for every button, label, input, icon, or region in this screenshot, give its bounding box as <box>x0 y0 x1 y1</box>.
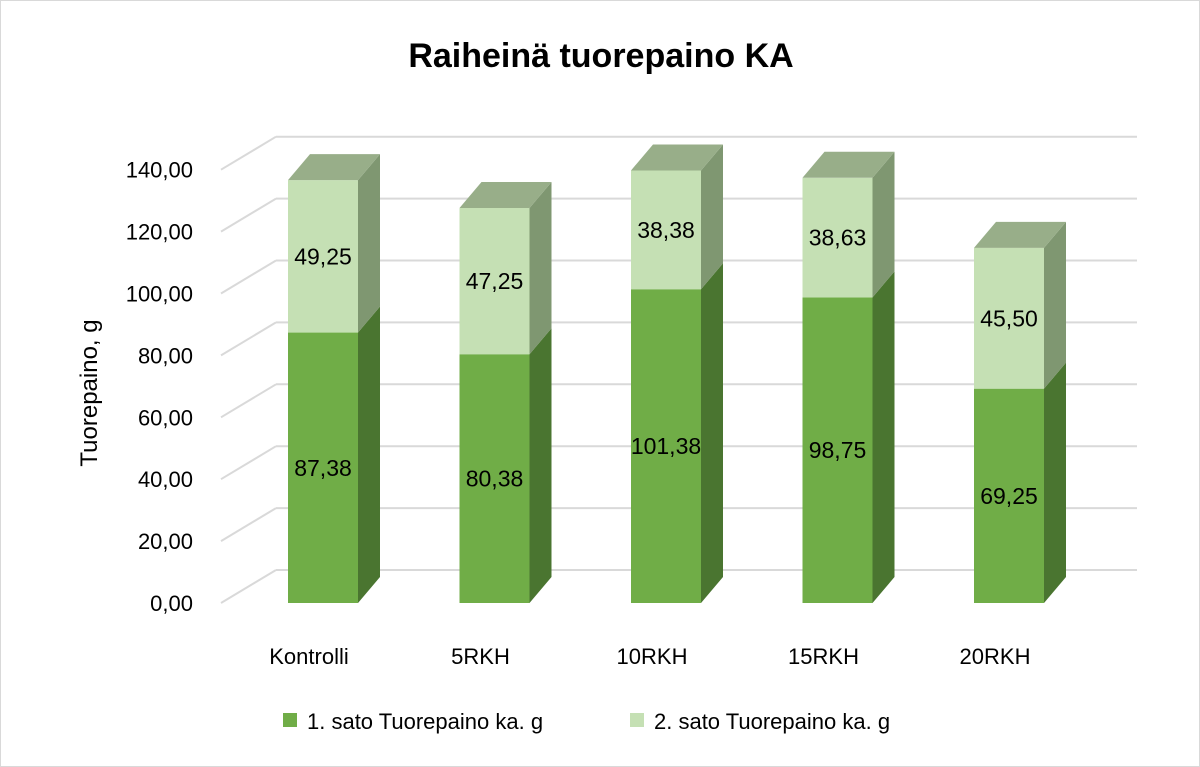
bar-segment: 49,25 <box>288 154 380 333</box>
data-label: 38,38 <box>637 217 695 243</box>
bar-side <box>529 328 552 603</box>
bar-front <box>288 332 358 603</box>
legend-swatch <box>283 713 297 727</box>
x-axis-ticks: Kontrolli 5RKH 10RKH 15RKH 20RKH <box>269 644 1030 669</box>
bar-segment: 69,25 <box>974 362 1066 603</box>
bar-side <box>872 151 895 298</box>
legend-entry: 2. sato Tuorepaino ka. g <box>630 709 890 734</box>
bar-side <box>701 263 723 603</box>
x-tick-label: Kontrolli <box>269 644 348 669</box>
y-tick-label: 20,00 <box>138 529 193 554</box>
legend-label: 1. sato Tuorepaino ka. g <box>307 709 543 734</box>
bar-top <box>974 221 1066 248</box>
bar-front <box>288 180 358 333</box>
bar-top <box>631 144 723 171</box>
data-label: 87,38 <box>294 455 352 481</box>
y-axis-ticks: 0,00 20,00 40,00 60,00 80,00 100,00 120,00 140,… <box>126 158 193 616</box>
bar-front <box>631 289 701 603</box>
legend: 1. sato Tuorepaino ka. g 2. sato Tuorepai… <box>283 709 890 734</box>
bar-front <box>459 207 530 355</box>
bar-segment: 38,38 <box>631 144 723 290</box>
bar-front <box>974 247 1044 389</box>
gridline-side <box>220 197 277 233</box>
bar-side <box>358 154 380 333</box>
x-tick-label: 10RKH <box>617 644 688 669</box>
y-tick-label: 140,00 <box>126 158 193 183</box>
y-tick-label: 40,00 <box>138 467 193 492</box>
gridline-side <box>220 383 277 419</box>
bar-segment: 80,38 <box>459 328 552 603</box>
y-tick-label: 80,00 <box>138 343 193 368</box>
gridline-side <box>220 507 277 542</box>
bar-side <box>529 181 552 355</box>
gridline-side <box>220 135 277 171</box>
bar-segment: 87,38 <box>288 306 380 603</box>
x-tick-label: 15RKH <box>788 644 859 669</box>
legend-swatch <box>630 713 644 727</box>
bar-top <box>802 151 895 178</box>
chart-title: Raiheinä tuorepaino KA <box>408 37 793 75</box>
data-label: 47,25 <box>466 268 524 294</box>
bar-side <box>358 306 380 603</box>
x-tick-label: 5RKH <box>451 644 510 669</box>
bar-top <box>459 181 552 208</box>
data-label: 69,25 <box>980 483 1038 509</box>
gridline-side <box>220 569 277 604</box>
bar-segment: 45,50 <box>974 221 1066 389</box>
bar-segment: 47,25 <box>459 181 552 355</box>
bar-segment: 38,63 <box>802 151 895 298</box>
bars: 87,38 49,25 80,38 47,25 101,38 38,38 98,75 38,6… <box>288 144 1066 603</box>
data-label: 98,75 <box>809 437 867 463</box>
bar-front <box>802 177 873 298</box>
gridline-side <box>220 445 277 481</box>
bar-side <box>1044 362 1066 603</box>
bar-front <box>459 354 530 603</box>
y-axis-label: Tuorepaino, g <box>76 319 103 466</box>
data-label: 49,25 <box>294 243 352 269</box>
data-label: 45,50 <box>980 305 1038 331</box>
legend-label: 2. sato Tuorepaino ka. g <box>654 709 890 734</box>
bar-side <box>872 271 895 603</box>
bar-front <box>802 297 873 603</box>
bar-front <box>631 170 701 290</box>
bar-segment: 101,38 <box>631 263 723 603</box>
bar-segment: 98,75 <box>802 271 895 603</box>
bar-top <box>288 154 380 181</box>
legend-entry: 1. sato Tuorepaino ka. g <box>283 709 543 734</box>
data-label: 38,63 <box>809 225 867 251</box>
bar-side <box>1044 221 1066 389</box>
data-label: 101,38 <box>631 433 701 459</box>
bar-front <box>974 388 1044 603</box>
y-tick-label: 120,00 <box>126 220 193 245</box>
x-tick-label: 20RKH <box>960 644 1031 669</box>
y-tick-label: 60,00 <box>138 405 193 430</box>
gridline-side <box>220 321 277 357</box>
y-tick-label: 0,00 <box>150 591 193 616</box>
bar-side <box>701 144 723 290</box>
data-label: 80,38 <box>466 466 524 492</box>
y-tick-label: 100,00 <box>126 282 193 307</box>
gridline-side <box>220 259 277 295</box>
